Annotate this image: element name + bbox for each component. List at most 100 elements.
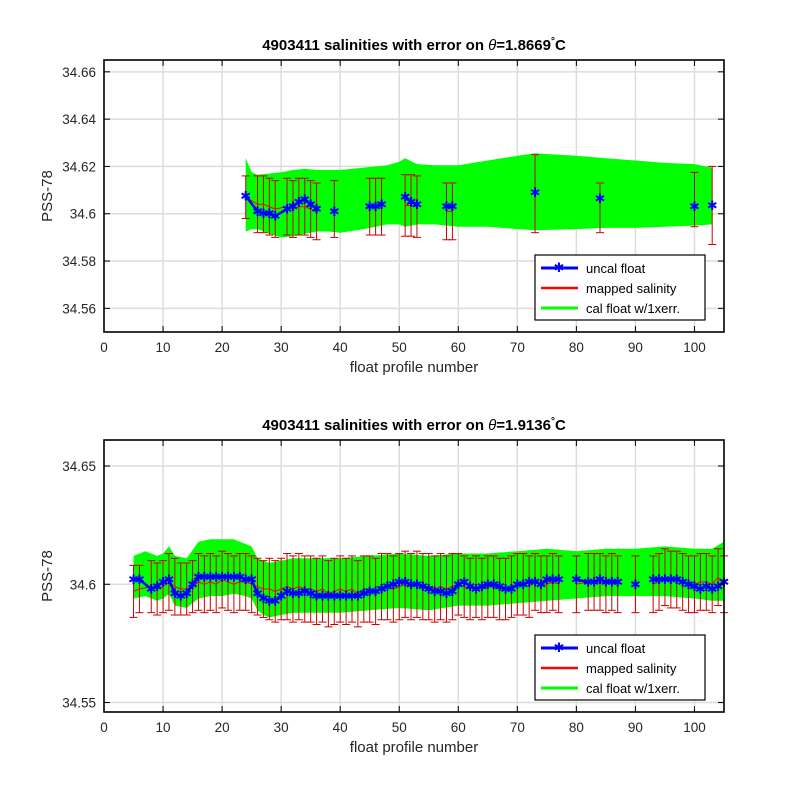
mapped-salinity-segment <box>546 581 553 585</box>
y-tick-labels: 34.55 34.6 34.65 <box>62 459 724 711</box>
uncal-float-point: ✱ <box>175 590 186 605</box>
uncal-float-point: ✱ <box>406 578 417 593</box>
mapped-salinity-segment <box>310 208 317 212</box>
uncal-float-point: ✱ <box>524 575 535 590</box>
uncal-float-segment <box>694 585 701 591</box>
uncal-float-point: ✱ <box>600 575 611 590</box>
mapped-salinity-segment <box>328 590 335 595</box>
mapped-salinity-segment <box>440 586 447 590</box>
uncal-float-segment <box>416 583 424 588</box>
uncal-float-point: ✱ <box>518 578 529 593</box>
mapped-salinity-segment <box>464 586 471 590</box>
uncal-float-point: ✱ <box>648 573 659 588</box>
uncal-float-segment <box>522 580 530 586</box>
mapped-salinity-segment <box>404 583 412 588</box>
uncal-float-point: ✱ <box>282 585 293 600</box>
mapped-salinity-segment <box>275 206 288 210</box>
mapped-salinity-segment <box>292 586 300 590</box>
uncal-float-segment <box>381 585 388 591</box>
uncal-float-point: ✱ <box>589 575 600 590</box>
legend-cal-label: cal float w/1xerr. <box>586 681 680 696</box>
mapped-salinity-segment <box>133 588 140 592</box>
uncal-float-point: ✱ <box>376 198 387 213</box>
uncal-float-point: ✱ <box>352 590 363 605</box>
x-tick-label: 70 <box>510 340 525 355</box>
cal-float-band <box>245 153 713 238</box>
uncal-float-point: ✱ <box>246 573 257 588</box>
uncal-float-segment <box>576 578 589 584</box>
uncal-float-segment <box>534 580 542 586</box>
uncal-float-point: ✱ <box>228 571 239 586</box>
uncal-float-point: ✱ <box>541 573 552 588</box>
uncal-float-point: ✱ <box>134 573 145 588</box>
uncal-float-point: ✱ <box>683 578 694 593</box>
y-tick-label: 34.55 <box>62 696 96 711</box>
uncal-float-point: ✱ <box>506 583 517 598</box>
uncal-float-segment <box>274 207 288 218</box>
legend-mapped-label: mapped salinity <box>586 661 677 676</box>
uncal-float-segment <box>310 592 318 598</box>
uncal-float-segment <box>244 195 259 213</box>
mapped-salinity-segment <box>393 586 400 590</box>
uncal-float-segment <box>386 583 394 588</box>
mapped-salinity-segment <box>292 206 300 210</box>
uncal-float-segment <box>304 590 312 595</box>
uncal-float-point: ✱ <box>264 594 275 609</box>
mapped-salinity-segment <box>174 586 181 590</box>
uncal-float-segment <box>286 205 294 211</box>
mapped-salinity-segment <box>428 586 435 590</box>
mapped-salinity-segment <box>694 581 701 585</box>
mapped-salinity-segment <box>192 581 199 588</box>
uncal-float-point: ✱ <box>707 199 718 214</box>
uncal-float-segment <box>481 583 489 588</box>
uncal-float-segment <box>292 200 300 208</box>
mapped-salinity-segment <box>316 588 323 592</box>
uncal-float-point: ✱ <box>435 585 446 600</box>
x-tick-label: 20 <box>215 720 230 735</box>
uncal-float-segment <box>705 585 713 591</box>
uncal-float-segment <box>410 200 418 206</box>
chart-title: 4903411 salinities with error on θ=1.913… <box>262 416 566 434</box>
uncal-float-point: ✱ <box>264 207 275 222</box>
uncal-float-point: ✱ <box>305 587 316 602</box>
legend-uncal-label: uncal float <box>586 641 646 656</box>
uncal-float-segment <box>375 587 382 593</box>
uncal-float-point: ✱ <box>553 573 564 588</box>
uncal-float-point: ✱ <box>311 203 322 218</box>
uncal-float-segment <box>180 592 188 598</box>
uncal-float-point: ✱ <box>535 578 546 593</box>
legend-uncal-marker: ✱ <box>554 260 565 275</box>
x-tick-label: 50 <box>392 720 407 735</box>
uncal-float-point: ✱ <box>453 578 464 593</box>
x-tick-label: 100 <box>683 340 706 355</box>
x-tick-label: 0 <box>100 340 108 355</box>
mapped-salinity-segment <box>198 581 205 585</box>
uncal-float-point: ✱ <box>512 578 523 593</box>
uncal-float-point: ✱ <box>169 587 180 602</box>
uncal-float-segment <box>162 578 170 584</box>
mapped-salinity-segment <box>357 588 365 595</box>
mapped-salinity-segment <box>481 586 488 590</box>
uncal-float-point: ✱ <box>406 195 417 210</box>
uncal-float-segment <box>682 580 690 586</box>
uncal-float-point: ✱ <box>471 583 482 598</box>
uncal-float-segment <box>256 592 265 600</box>
uncal-float-segment <box>138 578 153 590</box>
y-tick-label: 34.65 <box>62 459 96 474</box>
uncal-float-point: ✱ <box>370 585 381 600</box>
uncal-float-point: ✱ <box>146 583 157 598</box>
uncal-float-point: ✱ <box>211 571 222 586</box>
mapped-salinity-segment <box>334 588 341 592</box>
x-tick-label: 70 <box>510 720 525 735</box>
uncal-float-segment <box>404 196 412 203</box>
uncal-float-point: ✱ <box>441 200 452 215</box>
uncal-float-segment <box>493 583 501 588</box>
uncal-float-point: ✱ <box>252 587 263 602</box>
uncal-float-point: ✱ <box>311 590 322 605</box>
mapped-salinity-segment <box>233 581 240 585</box>
uncal-float-segment <box>286 590 294 595</box>
y-tick-label: 34.6 <box>70 577 96 592</box>
uncal-float-segment <box>185 583 194 595</box>
uncal-float-point: ✱ <box>347 590 358 605</box>
x-tick-label: 60 <box>451 720 466 735</box>
